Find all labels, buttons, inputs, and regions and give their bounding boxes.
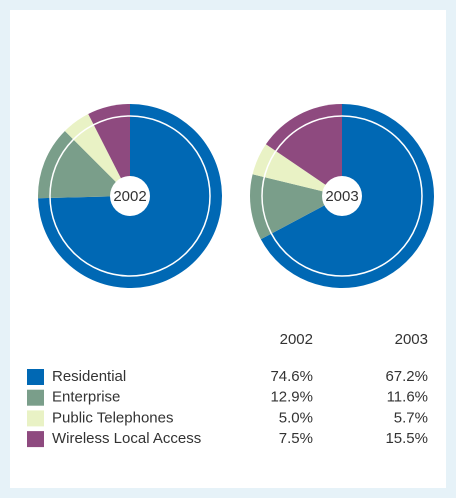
inner-ring (49, 115, 211, 277)
legend-swatch (27, 389, 44, 406)
legend-swatch (27, 410, 44, 427)
legend-label: Public Telephones (52, 409, 173, 426)
pie-slice (252, 144, 342, 196)
value-label: 5.7% (394, 409, 428, 426)
value-label: 11.6% (387, 389, 428, 406)
pie-slice (64, 114, 130, 196)
value-label: 67.2% (385, 368, 428, 385)
pie-slice (265, 104, 342, 196)
pie-label: 2002 (113, 188, 146, 205)
value-label: 7.5% (279, 430, 313, 447)
legend-label: Wireless Local Access (52, 430, 201, 447)
column-header: 2003 (395, 331, 428, 348)
value-label: 74.6% (270, 368, 313, 385)
pie-slice (249, 174, 342, 240)
legend-label: Residential (52, 368, 126, 385)
value-label: 5.0% (279, 409, 313, 426)
legend-swatch (27, 369, 44, 385)
pie-slice (37, 130, 130, 199)
center-disc (322, 176, 362, 216)
legend-label: Enterprise (52, 389, 120, 406)
legend-swatch (27, 431, 44, 448)
pie-slice (88, 104, 130, 196)
value-label: 15.5% (385, 430, 428, 447)
value-label: 12.9% (270, 389, 313, 406)
pie-label: 2003 (325, 188, 358, 205)
center-disc (110, 176, 150, 216)
column-header: 2002 (280, 331, 313, 348)
inner-ring (261, 115, 423, 277)
